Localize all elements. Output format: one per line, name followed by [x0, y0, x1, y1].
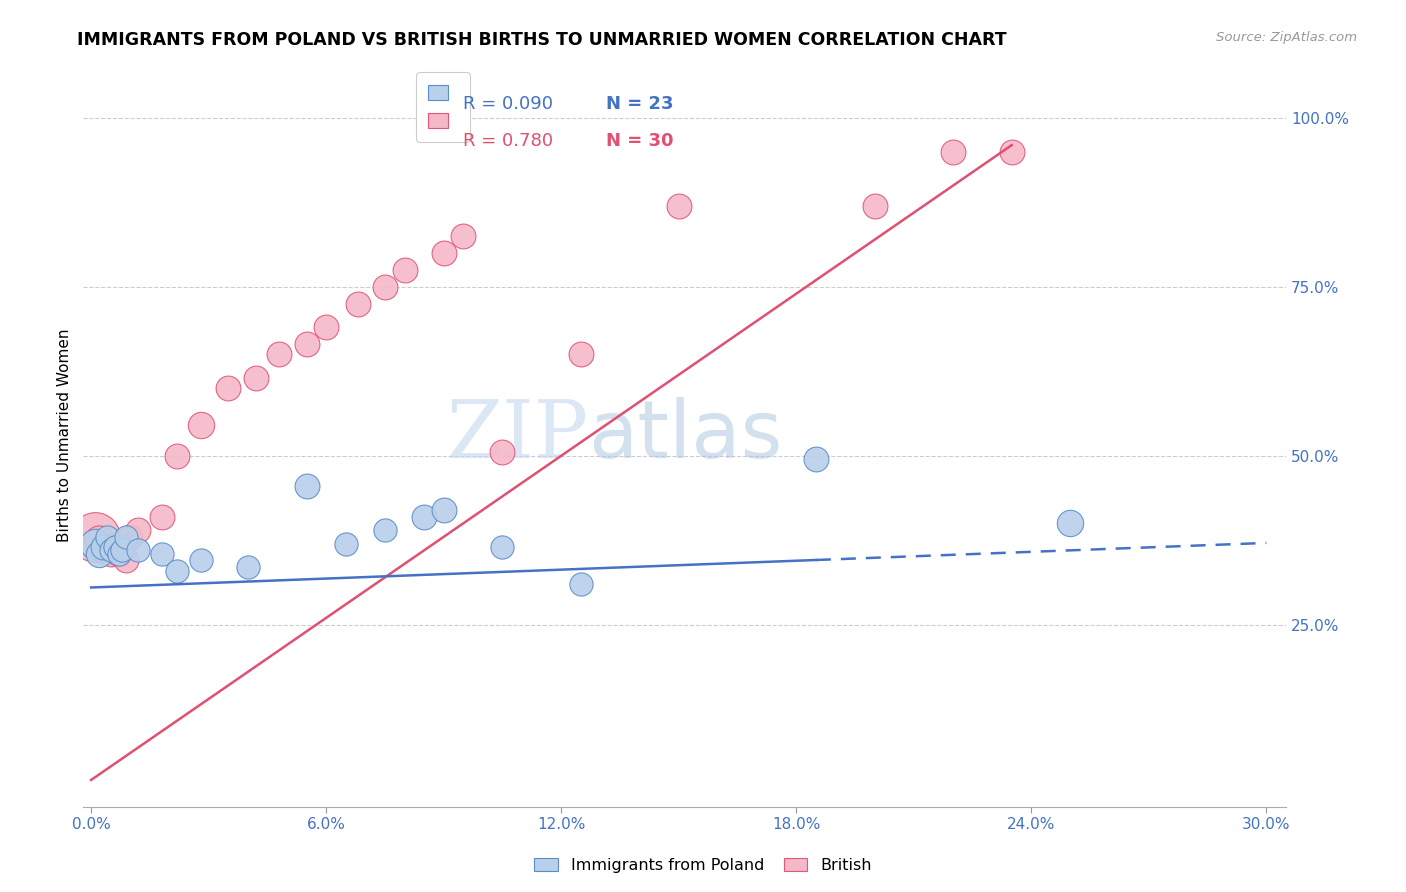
- Y-axis label: Births to Unmarried Women: Births to Unmarried Women: [58, 329, 72, 542]
- Text: Source: ZipAtlas.com: Source: ZipAtlas.com: [1216, 31, 1357, 45]
- Point: [295, 479, 318, 493]
- Point: [84, 536, 107, 550]
- Point: [1001, 145, 1024, 159]
- Text: IMMIGRANTS FROM POLAND VS BRITISH BIRTHS TO UNMARRIED WOMEN CORRELATION CHART: IMMIGRANTS FROM POLAND VS BRITISH BIRTHS…: [77, 31, 1007, 49]
- Point: [127, 523, 149, 537]
- Point: [190, 418, 212, 433]
- Point: [96, 540, 118, 554]
- Text: atlas: atlas: [589, 397, 783, 475]
- Point: [346, 297, 368, 311]
- Point: [127, 543, 149, 558]
- Text: R = 0.090: R = 0.090: [464, 95, 554, 113]
- Point: [374, 280, 396, 294]
- Point: [150, 547, 173, 561]
- Legend: Immigrants from Poland, British: Immigrants from Poland, British: [527, 852, 879, 880]
- Point: [104, 543, 127, 558]
- Text: N = 30: N = 30: [606, 132, 673, 151]
- Point: [104, 540, 127, 554]
- Point: [87, 533, 110, 548]
- Point: [569, 577, 592, 591]
- Point: [804, 452, 827, 467]
- Point: [111, 540, 134, 554]
- Point: [491, 540, 513, 554]
- Point: [217, 381, 239, 395]
- Point: [115, 530, 138, 544]
- Point: [150, 509, 173, 524]
- Point: [120, 530, 142, 544]
- Point: [453, 229, 475, 244]
- Point: [245, 371, 267, 385]
- Point: [491, 445, 513, 459]
- Text: R = 0.780: R = 0.780: [464, 132, 554, 151]
- Point: [107, 547, 129, 561]
- Point: [295, 337, 318, 351]
- Text: N = 23: N = 23: [606, 95, 673, 113]
- Point: [190, 553, 212, 567]
- Point: [91, 543, 114, 558]
- Point: [433, 246, 456, 260]
- Point: [166, 449, 188, 463]
- Point: [569, 347, 592, 361]
- Text: ZIP: ZIP: [447, 397, 589, 475]
- Point: [335, 536, 357, 550]
- Point: [374, 523, 396, 537]
- Point: [100, 547, 122, 561]
- Point: [315, 320, 337, 334]
- Point: [269, 347, 291, 361]
- Point: [433, 503, 456, 517]
- Point: [863, 199, 886, 213]
- Point: [942, 145, 965, 159]
- Point: [1059, 516, 1081, 531]
- Point: [87, 547, 110, 561]
- Point: [668, 199, 690, 213]
- Point: [236, 560, 259, 574]
- Point: [115, 553, 138, 567]
- Point: [84, 530, 107, 544]
- Point: [166, 564, 188, 578]
- Point: [413, 509, 436, 524]
- Point: [111, 543, 134, 558]
- Point: [394, 263, 416, 277]
- Point: [91, 540, 114, 554]
- Point: [107, 547, 129, 561]
- Legend: , : ,: [416, 72, 470, 142]
- Point: [100, 543, 122, 558]
- Point: [96, 530, 118, 544]
